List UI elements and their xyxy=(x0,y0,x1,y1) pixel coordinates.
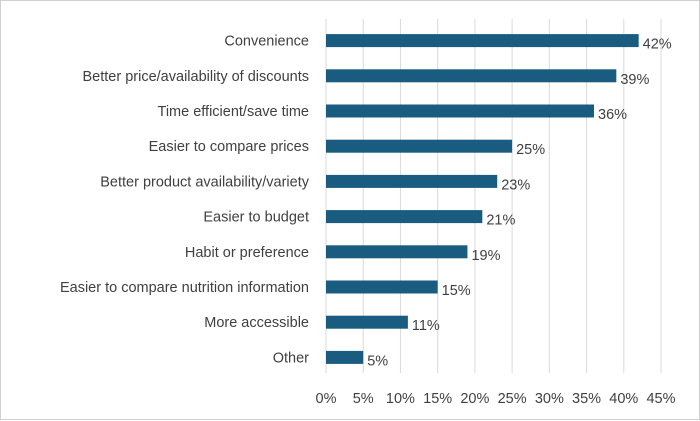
value-label: 19% xyxy=(471,248,500,264)
category-label: Convenience xyxy=(224,34,309,50)
value-label: 23% xyxy=(501,177,530,193)
x-tick-label: 35% xyxy=(572,391,601,407)
x-tick-label: 25% xyxy=(498,391,527,407)
category-label: Time efficient/save time xyxy=(158,104,310,120)
x-axis-ticks: 0% 5% 10% 15% 20% 25% 30% 35% 40% 45% xyxy=(316,391,676,407)
category-label: More accessible xyxy=(204,315,309,331)
x-tick-label: 0% xyxy=(316,391,337,407)
bar xyxy=(326,69,617,83)
x-tick-label: 20% xyxy=(460,391,489,407)
value-labels: 42% 39% 36% 25% 23% 21% 19% 15% 11% 5% xyxy=(367,37,672,370)
category-label: Better price/availability of discounts xyxy=(83,69,309,85)
value-label: 21% xyxy=(486,213,515,229)
bar xyxy=(326,350,364,364)
value-label: 15% xyxy=(442,283,471,299)
category-label: Habit or preference xyxy=(185,245,309,261)
category-label: Easier to compare nutrition information xyxy=(60,280,309,296)
value-label: 39% xyxy=(620,72,649,88)
bar xyxy=(326,139,513,153)
category-label: Easier to budget xyxy=(203,210,309,226)
x-tick-label: 30% xyxy=(535,391,564,407)
x-tick-label: 45% xyxy=(646,391,675,407)
x-tick-label: 15% xyxy=(423,391,452,407)
bar xyxy=(326,104,594,118)
category-label: Better product availability/variety xyxy=(100,174,309,190)
x-tick-label: 5% xyxy=(353,391,374,407)
bar xyxy=(326,315,408,329)
bar xyxy=(326,34,639,48)
x-tick-label: 10% xyxy=(386,391,415,407)
value-label: 36% xyxy=(598,107,627,123)
value-label: 42% xyxy=(643,37,672,53)
value-label: 11% xyxy=(412,318,440,334)
x-tick-label: 40% xyxy=(609,391,638,407)
bar xyxy=(326,280,438,294)
category-label: Easier to compare prices xyxy=(149,139,309,155)
value-label: 25% xyxy=(516,142,545,158)
category-label: Other xyxy=(273,350,309,366)
value-label: 5% xyxy=(367,353,388,369)
bars xyxy=(326,34,639,364)
bar xyxy=(326,210,483,224)
bar xyxy=(326,245,468,259)
bar xyxy=(326,174,498,188)
category-labels: Convenience Better price/availability of … xyxy=(60,34,310,367)
